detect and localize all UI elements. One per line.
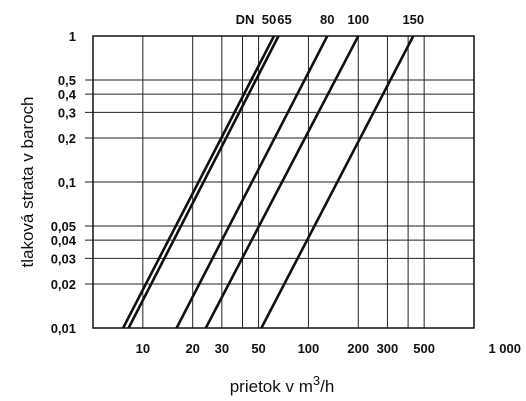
series-label-dn-65: 65 [277,12,291,27]
series-lines [121,35,415,329]
y-tick-label: 0,03 [51,251,76,266]
y-tick-label: 0,01 [51,321,76,336]
x-axis-title-sup: 3 [313,373,320,388]
x-tick-label: 100 [298,341,320,356]
y-tick-label: 0,3 [58,105,76,120]
x-tick-labels: 10 20 30 50 100 200 300 500 1 000 [136,341,521,356]
dn-prefix-label: DN [236,12,255,27]
series-line-dn-65 [127,35,280,329]
x-tick-label: 500 [413,341,435,356]
series-line-dn-50 [121,35,276,329]
grid [85,36,474,328]
y-tick-label: 0,05 [51,219,76,234]
series-label-dn-50: 50 [262,12,276,27]
dn-labels: 50 65 80 100 150 DN [236,12,425,27]
series-line-dn-100 [204,35,360,329]
x-tick-label: 30 [215,341,229,356]
series-line-dn-150 [260,35,415,329]
series-label-dn-80: 80 [320,12,334,27]
y-tick-label: 0,5 [58,73,76,88]
x-tick-label: 20 [185,341,199,356]
x-tick-label: 200 [347,341,369,356]
y-tick-label: 0,04 [51,233,77,248]
y-tick-label: 0,02 [51,277,76,292]
x-tick-label: 10 [136,341,150,356]
series-line-dn-80 [175,35,329,329]
y-tick-label: 0,1 [58,175,76,190]
y-axis-title: tlaková strata v baroch [18,96,37,267]
x-tick-label: 1 000 [488,341,521,356]
plot-frame [92,35,475,329]
x-axis-title-suffix: /h [320,377,334,396]
x-tick-label: 300 [377,341,399,356]
series-label-dn-100: 100 [347,12,369,27]
y-tick-label: 1 [69,29,76,44]
y-tick-label: 0,2 [58,131,76,146]
x-axis-title-main: prietok v m [230,377,313,396]
x-axis-title: prietok v m3/h [230,373,335,396]
y-tick-label: 0,4 [58,87,77,102]
series-label-dn-150: 150 [402,12,424,27]
x-tick-label: 50 [251,341,265,356]
y-tick-labels: 0,01 0,02 0,03 0,040,05 0,1 0,2 0,3 0,40,5 1 [51,29,77,336]
